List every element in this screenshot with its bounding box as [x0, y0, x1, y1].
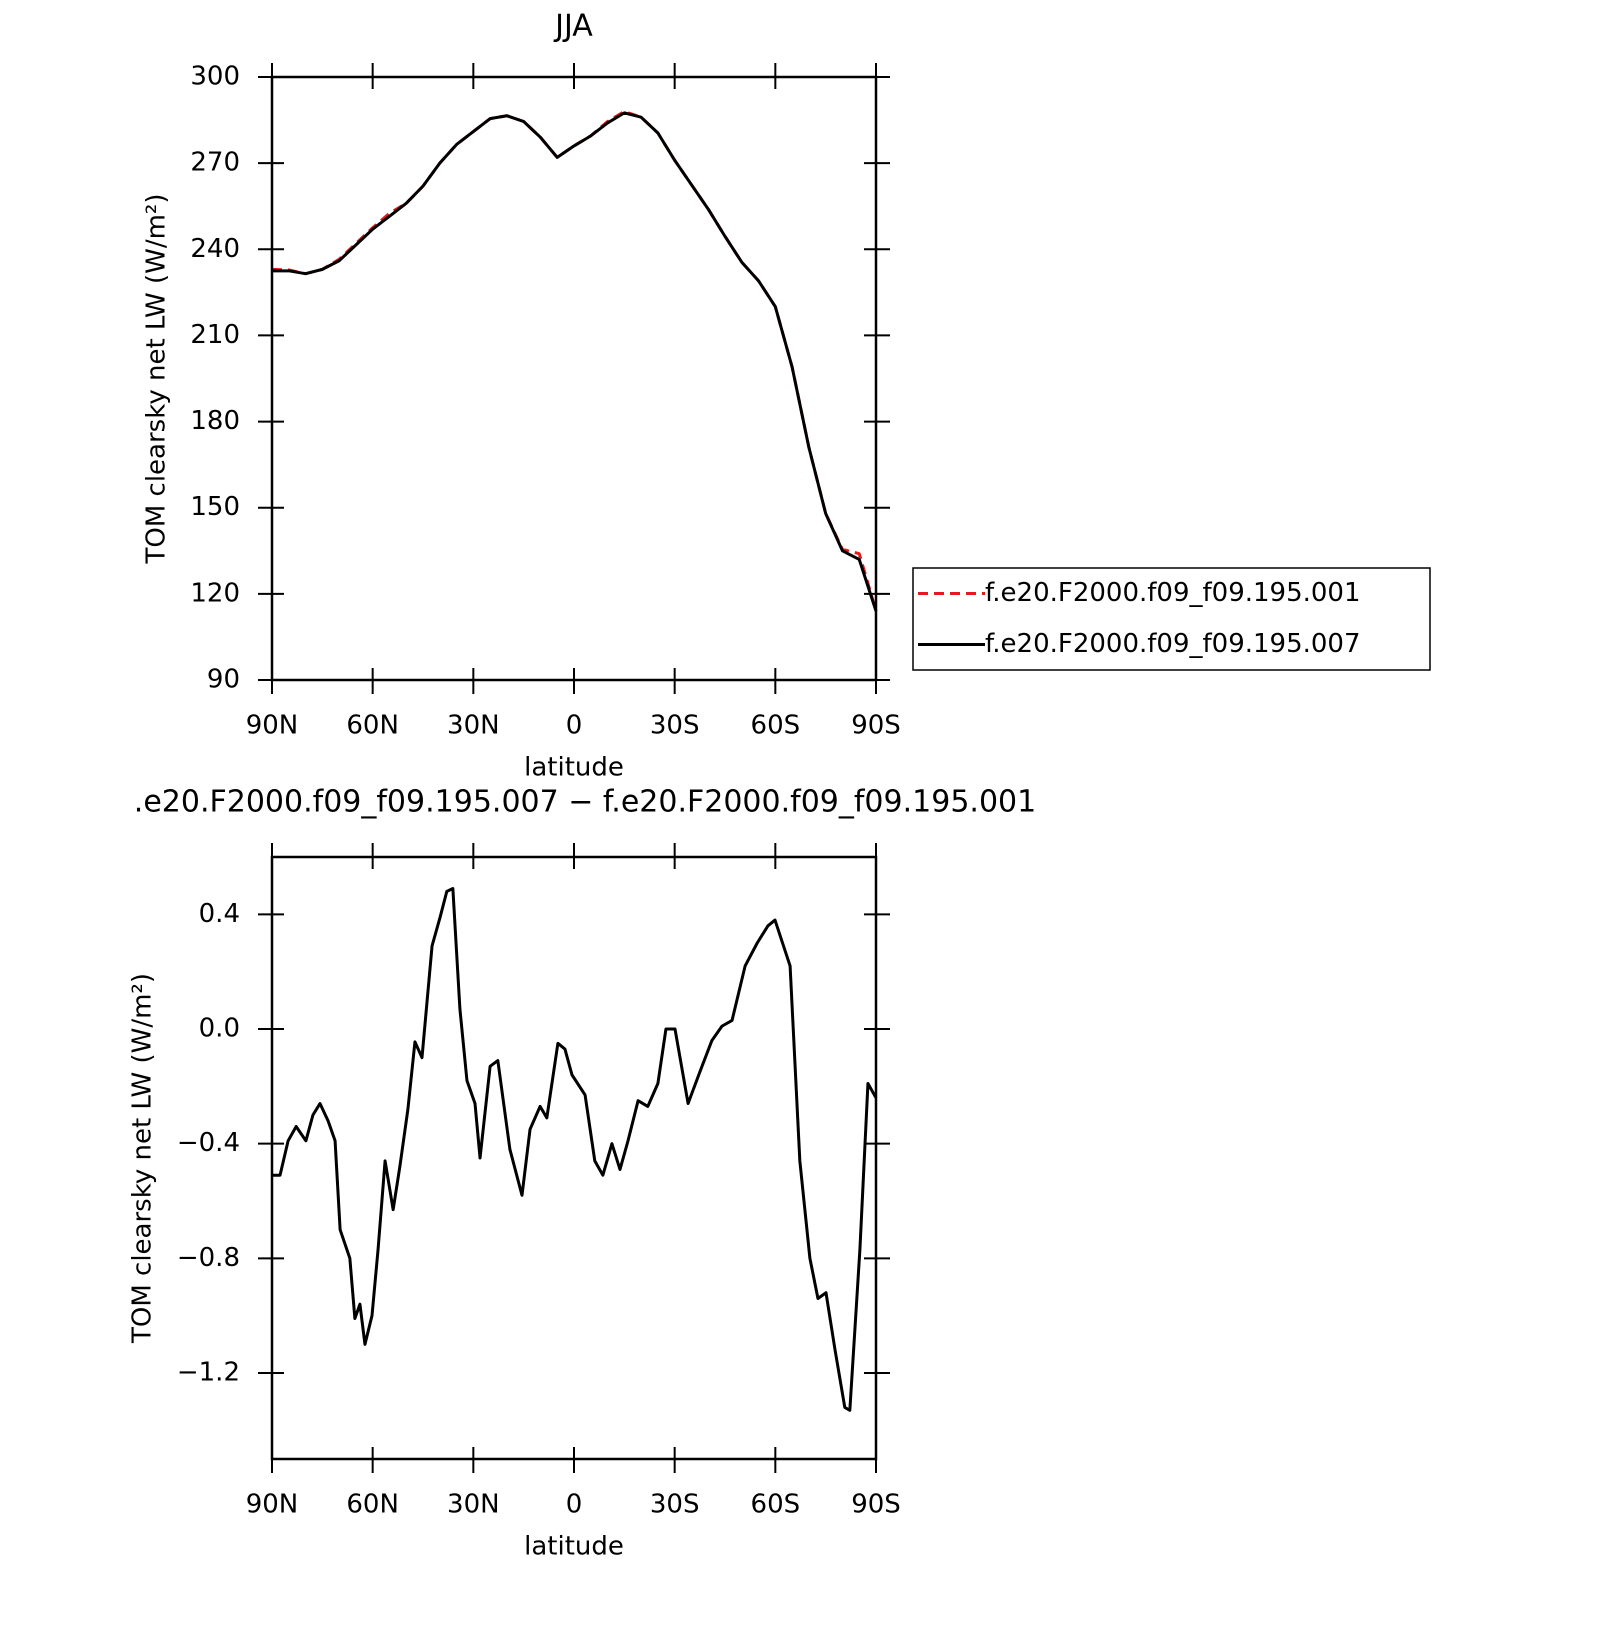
- y-tick-label: −0.4: [177, 1128, 240, 1158]
- data-line: [272, 887, 878, 1412]
- y-tick-label: 300: [190, 62, 240, 92]
- x-tick-label: 90S: [851, 711, 901, 741]
- x-axis-label: latitude: [524, 1532, 624, 1562]
- x-tick-label: 90N: [246, 711, 299, 741]
- y-tick-label: 180: [190, 406, 240, 436]
- x-tick-label: 30S: [650, 1490, 700, 1520]
- y-tick-label: −1.2: [177, 1358, 240, 1388]
- x-tick-label: 90N: [246, 1490, 299, 1520]
- x-tick-label: 90S: [851, 1490, 901, 1520]
- legend-label: f.e20.F2000.f09_f09.195.007: [985, 629, 1361, 659]
- data-line: [272, 111, 878, 612]
- data-line: [271, 109, 878, 612]
- x-axis-label: latitude: [524, 753, 624, 783]
- x-tick-label: 30N: [447, 711, 500, 741]
- x-tick-label: 0: [566, 711, 583, 741]
- chart-title: JJA: [553, 9, 593, 44]
- legend-box: [912, 567, 1431, 671]
- x-tick-label: 60S: [751, 1490, 801, 1520]
- x-tick-label: 60N: [346, 1490, 399, 1520]
- legend-label: f.e20.F2000.f09_f09.195.001: [985, 578, 1361, 608]
- y-tick-label: 240: [190, 234, 240, 264]
- y-axis-label: TOM clearsky net LW (W/m²): [142, 193, 172, 564]
- y-tick-label: 90: [207, 665, 240, 695]
- x-tick-label: 30N: [447, 1490, 500, 1520]
- y-tick-label: 270: [190, 148, 240, 178]
- plot-frame: [270, 75, 878, 682]
- x-tick-label: 0: [566, 1490, 583, 1520]
- plot-frame: [270, 855, 878, 1461]
- y-tick-label: 0.4: [199, 899, 240, 929]
- y-tick-label: 120: [190, 578, 240, 608]
- y-axis-label: TOM clearsky net LW (W/m²): [128, 973, 158, 1344]
- x-tick-label: 60S: [751, 711, 801, 741]
- y-tick-label: 0.0: [199, 1014, 240, 1044]
- x-tick-label: 30S: [650, 711, 700, 741]
- y-tick-label: −0.8: [177, 1243, 240, 1273]
- chart-title: .e20.F2000.f09_f09.195.007 − f.e20.F2000…: [134, 785, 1036, 820]
- x-tick-label: 60N: [346, 711, 399, 741]
- y-tick-label: 150: [190, 492, 240, 522]
- y-tick-label: 210: [190, 320, 240, 350]
